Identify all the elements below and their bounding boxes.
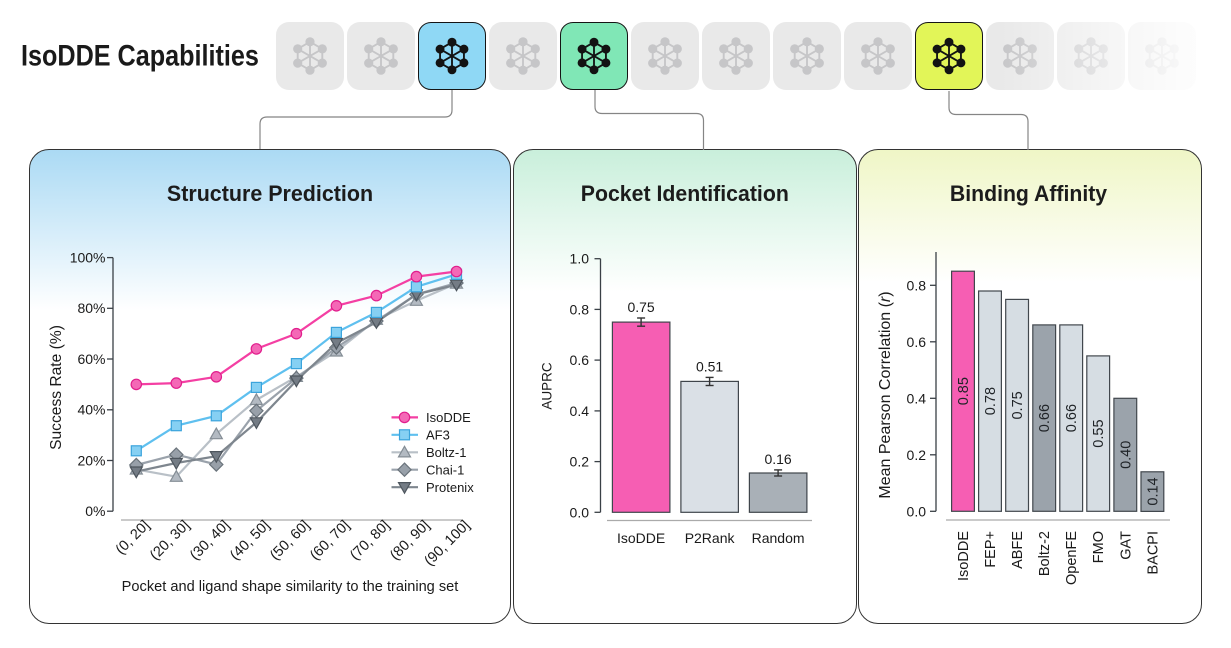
svg-text:0.75: 0.75 (627, 299, 654, 315)
svg-text:Structure Prediction: Structure Prediction (167, 181, 373, 207)
svg-text:FEP+: FEP+ (983, 531, 999, 568)
svg-text:0.0: 0.0 (907, 503, 927, 519)
svg-text:IsoDDE Capabilities: IsoDDE Capabilities (21, 38, 259, 72)
svg-text:0.8: 0.8 (907, 277, 927, 293)
svg-text:0.78: 0.78 (983, 387, 999, 415)
svg-text:BACPI: BACPI (1145, 531, 1161, 575)
svg-text:20%: 20% (77, 452, 105, 468)
svg-text:0.40: 0.40 (1118, 441, 1134, 469)
svg-text:Boltz-2: Boltz-2 (1037, 531, 1053, 576)
svg-text:0.51: 0.51 (696, 358, 723, 374)
svg-text:Binding Affinity: Binding Affinity (950, 180, 1108, 206)
svg-text:ABFE: ABFE (1010, 531, 1026, 569)
svg-text:Chai-1: Chai-1 (426, 462, 464, 477)
svg-text:0.8: 0.8 (570, 301, 590, 317)
svg-text:OpenFE: OpenFE (1064, 531, 1080, 585)
svg-text:80%: 80% (77, 300, 105, 316)
svg-text:Random: Random (752, 530, 805, 546)
svg-text:Mean Pearson Correlation (r): Mean Pearson Correlation (r) (877, 291, 894, 498)
svg-text:0.2: 0.2 (570, 454, 590, 470)
svg-text:60%: 60% (77, 351, 105, 367)
svg-text:0.0: 0.0 (570, 504, 590, 520)
svg-text:0.66: 0.66 (1064, 404, 1080, 432)
svg-text:Success Rate (%): Success Rate (%) (48, 325, 65, 450)
svg-text:AUPRC: AUPRC (540, 362, 555, 410)
svg-text:1.0: 1.0 (570, 251, 590, 267)
svg-text:IsoDDE: IsoDDE (956, 531, 972, 581)
svg-text:0.16: 0.16 (764, 451, 791, 467)
svg-text:Pocket and ligand shape simila: Pocket and ligand shape similarity to th… (122, 579, 459, 595)
svg-text:0.4: 0.4 (570, 403, 590, 419)
svg-text:IsoDDE: IsoDDE (617, 530, 665, 546)
svg-text:Pocket Identification: Pocket Identification (581, 180, 789, 206)
svg-text:AF3: AF3 (426, 427, 450, 442)
svg-text:0.6: 0.6 (570, 352, 590, 368)
svg-text:0.6: 0.6 (907, 334, 927, 350)
svg-text:40%: 40% (77, 402, 105, 418)
svg-text:0.85: 0.85 (956, 377, 972, 405)
svg-text:Boltz-1: Boltz-1 (426, 445, 466, 460)
svg-text:0.66: 0.66 (1037, 404, 1053, 432)
svg-text:FMO: FMO (1091, 531, 1107, 563)
svg-text:Protenix: Protenix (426, 480, 474, 495)
svg-text:0.55: 0.55 (1091, 419, 1107, 447)
svg-text:0.4: 0.4 (907, 390, 927, 406)
svg-text:0%: 0% (85, 503, 105, 519)
svg-text:IsoDDE: IsoDDE (426, 410, 471, 425)
svg-text:0.2: 0.2 (907, 447, 927, 463)
svg-text:GAT: GAT (1118, 531, 1134, 560)
svg-text:P2Rank: P2Rank (685, 530, 736, 546)
svg-text:100%: 100% (70, 250, 106, 266)
svg-text:0.75: 0.75 (1010, 391, 1026, 419)
svg-text:0.14: 0.14 (1145, 477, 1161, 505)
